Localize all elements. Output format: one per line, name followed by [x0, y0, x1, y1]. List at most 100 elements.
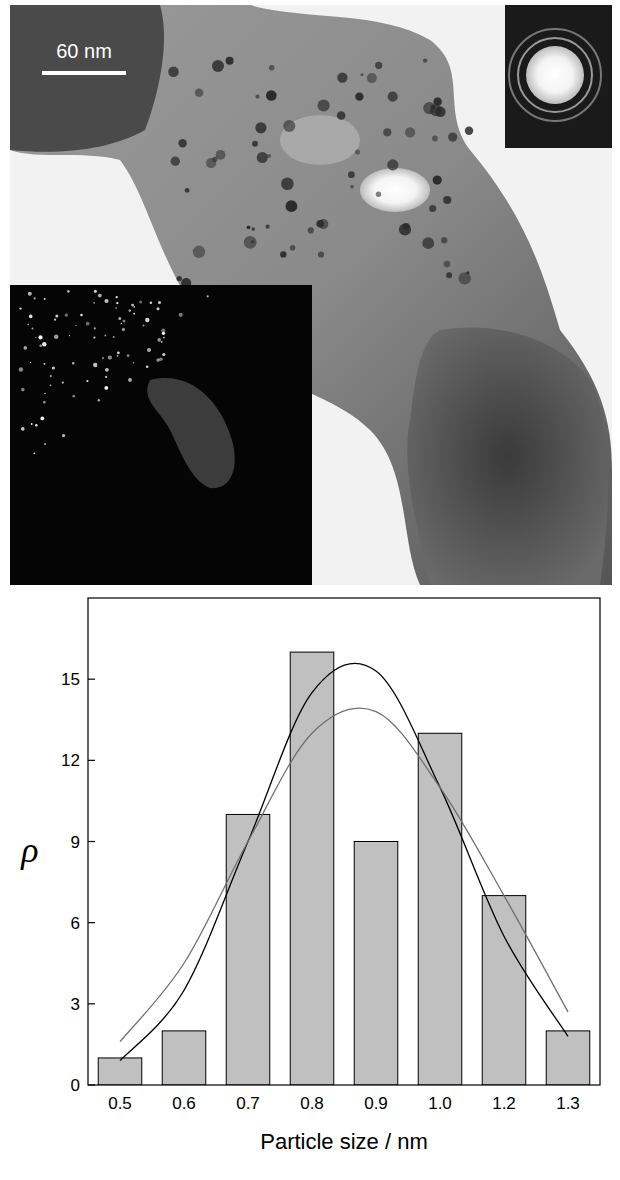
thin-region: [360, 168, 430, 212]
bright-particle: [28, 292, 32, 296]
bright-particle: [93, 337, 95, 339]
diffraction-ring: [509, 29, 601, 121]
bright-particle: [19, 307, 21, 309]
y-tick: [88, 1084, 95, 1085]
particle: [267, 154, 271, 158]
particle: [443, 196, 451, 204]
particle: [281, 177, 294, 190]
x-tick-label: 1.0: [428, 1094, 452, 1113]
bright-particle: [104, 386, 108, 390]
bright-particle: [133, 313, 135, 315]
bright-particle: [128, 378, 132, 382]
scale-bar: [42, 71, 126, 75]
particle: [251, 240, 254, 243]
bright-particle: [93, 363, 97, 367]
bright-particle: [139, 301, 142, 304]
plot-area: [98, 652, 590, 1085]
particle: [434, 98, 442, 106]
bright-particle: [62, 434, 65, 437]
particle: [308, 227, 314, 233]
bright-particle: [21, 388, 25, 392]
diffraction-ring: [518, 38, 592, 112]
bright-particle: [122, 328, 125, 331]
bar: [354, 842, 398, 1086]
particle: [448, 133, 457, 142]
particle: [206, 158, 216, 168]
bright-particle: [116, 302, 118, 304]
bar: [162, 1031, 206, 1085]
particle: [316, 220, 324, 228]
x-tick-label: 0.7: [236, 1094, 260, 1113]
bright-particle: [117, 355, 119, 357]
particle: [212, 60, 224, 72]
bright-particle: [19, 367, 23, 371]
particle: [337, 72, 347, 82]
particle: [280, 251, 286, 257]
scale-bar-label: 60 nm: [56, 40, 112, 62]
diffraction-inset: [505, 5, 612, 148]
y-tick: [88, 760, 95, 761]
particle: [252, 141, 258, 147]
x-axis-title: Particle size / nm: [260, 1129, 428, 1154]
particle: [266, 225, 270, 229]
particle: [432, 136, 438, 142]
bright-particle: [33, 452, 35, 454]
y-tick-label: 0: [71, 1076, 80, 1095]
bright-particle: [44, 298, 46, 300]
particle: [459, 272, 471, 284]
bar: [290, 652, 334, 1085]
bright-particle: [21, 427, 25, 431]
particle: [387, 159, 398, 170]
particle: [226, 57, 234, 65]
bright-particle: [98, 399, 100, 401]
particle: [429, 205, 436, 212]
bright-particle: [72, 362, 74, 364]
particle: [388, 92, 398, 102]
bright-particle: [30, 362, 31, 363]
inset-background: [505, 5, 612, 148]
bright-particle: [35, 424, 38, 427]
bar: [98, 1058, 142, 1085]
bright-particle: [104, 299, 108, 303]
bright-particle: [146, 365, 149, 368]
bright-particle: [86, 380, 88, 382]
bright-particle: [55, 315, 58, 318]
y-tick-label: 12: [61, 751, 80, 770]
bright-particle: [24, 346, 28, 350]
particle: [171, 157, 180, 166]
bright-particle: [54, 319, 56, 321]
micrograph: 60 nm: [10, 5, 612, 585]
bright-particle: [28, 324, 29, 325]
particle: [318, 251, 324, 257]
plot-frame: [88, 598, 600, 1085]
particle: [399, 223, 411, 235]
particle: [247, 225, 251, 229]
particle: [286, 200, 298, 212]
bright-particle: [86, 322, 90, 326]
dark-field-inset: [10, 285, 312, 585]
particle: [375, 62, 382, 69]
particle: [255, 95, 259, 99]
dark-region: [10, 5, 164, 152]
particle: [431, 104, 435, 108]
bright-particle: [131, 304, 134, 307]
particle: [244, 236, 257, 249]
particle: [290, 245, 296, 251]
bright-particle: [105, 368, 109, 372]
dark-region: [407, 327, 608, 585]
bar: [226, 814, 270, 1085]
particle: [355, 92, 363, 100]
particle: [318, 99, 330, 111]
particle: [435, 106, 446, 117]
bright-particle: [62, 382, 64, 384]
particle: [337, 111, 346, 120]
y-tick-label: 3: [71, 995, 80, 1014]
bright-particle: [40, 417, 44, 421]
bright-particle: [145, 318, 149, 322]
bright-particle: [29, 315, 33, 319]
figure: 60 nm036912150.50.60.70.80.91.01.21.3Par…: [0, 0, 620, 1180]
bright-particle: [105, 376, 107, 378]
bright-particle: [150, 301, 153, 304]
y-tick: [88, 679, 95, 680]
particle: [466, 271, 469, 274]
